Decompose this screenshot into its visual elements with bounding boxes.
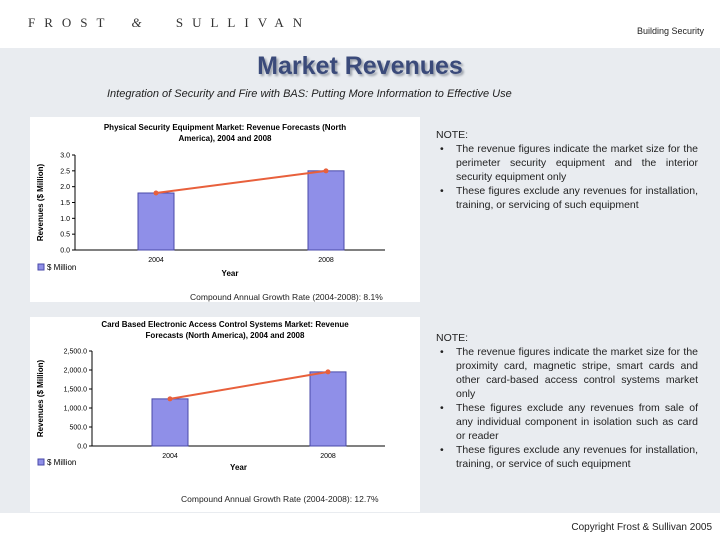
chart-panel-1: Physical Security Equipment Market: Reve… — [30, 117, 420, 302]
chart-panel-2: Card Based Electronic Access Control Sys… — [30, 317, 420, 512]
note-item: The revenue figures indicate the market … — [436, 142, 698, 184]
chart-title-line: America), 2004 and 2008 — [179, 134, 272, 143]
frost-sullivan-logo: FROST & SULLIVAN — [28, 15, 311, 31]
footer-bar — [0, 513, 720, 540]
section-label: Building Security — [636, 26, 704, 36]
y-tick-label: 500.0 — [69, 425, 87, 432]
trend-line — [155, 169, 327, 194]
y-axis-label: Revenues ($ Million) — [36, 359, 45, 437]
y-axis-label: Revenues ($ Million) — [36, 163, 45, 241]
note-block-2: NOTE: The revenue figures indicate the m… — [436, 331, 698, 471]
legend-swatch — [37, 458, 45, 466]
logo-ampersand: & — [131, 15, 142, 30]
chart-title-line: Physical Security Equipment Market: Reve… — [104, 123, 346, 132]
trend-point — [167, 396, 173, 402]
trend-point — [325, 369, 331, 375]
access-control-chart: Card Based Electronic Access Control Sys… — [36, 320, 385, 472]
x-tick-label: 2004 — [162, 453, 178, 460]
y-tick-label: 1,500.0 — [64, 387, 87, 394]
bar — [137, 192, 175, 251]
y-tick-label: 1.0 — [60, 216, 70, 223]
y-tick-label: 0.0 — [60, 248, 70, 255]
x-axis-label: Year — [222, 269, 239, 278]
cagr-label-1: Compound Annual Growth Rate (2004-2008):… — [190, 292, 383, 302]
legend-label: $ Million — [47, 458, 76, 467]
bar — [307, 170, 345, 251]
x-tick-label: 2008 — [320, 453, 336, 460]
bar — [309, 371, 347, 447]
chart-title-line: Forecasts (North America), 2004 and 2008 — [146, 331, 305, 340]
bar — [151, 398, 189, 447]
note-item: These figures exclude any revenues for i… — [436, 443, 698, 471]
chart-title-line: Card Based Electronic Access Control Sys… — [101, 320, 349, 329]
note-title-1: NOTE: — [436, 129, 469, 141]
legend-swatch — [37, 263, 45, 271]
y-tick-label: 3.0 — [60, 153, 70, 160]
y-tick-label: 2,500.0 — [64, 349, 87, 356]
note-item: These figures exclude any revenues from … — [436, 401, 698, 443]
note-block-1: NOTE: The revenue figures indicate the m… — [436, 128, 698, 212]
note-item: The revenue figures indicate the market … — [436, 345, 698, 401]
copyright-text: Copyright Frost & Sullivan 2005 — [571, 522, 712, 533]
page-title: Market Revenues — [257, 52, 463, 80]
y-tick-label: 1.5 — [60, 200, 70, 207]
y-tick-label: 2.0 — [60, 184, 70, 191]
logo-right-text: SULLIVAN — [175, 15, 312, 30]
trend-point — [153, 190, 159, 196]
trend-line — [169, 370, 329, 400]
page-subtitle: Integration of Security and Fire with BA… — [107, 88, 512, 100]
legend-label: $ Million — [47, 263, 76, 272]
y-tick-label: 0.5 — [60, 232, 70, 239]
y-tick-label: 2.5 — [60, 168, 70, 175]
note-title-2: NOTE: — [436, 332, 469, 344]
x-axis-label: Year — [230, 463, 247, 472]
y-tick-label: 2,000.0 — [64, 368, 87, 375]
logo-left-text: FROST — [28, 15, 114, 30]
cagr-label-2: Compound Annual Growth Rate (2004-2008):… — [181, 494, 379, 504]
y-tick-label: 0.0 — [77, 444, 87, 451]
x-tick-label: 2004 — [148, 257, 164, 264]
trend-point — [323, 168, 329, 174]
physical-security-chart: Physical Security Equipment Market: Reve… — [36, 123, 385, 278]
note-item: These figures exclude any revenues for i… — [436, 184, 698, 212]
header-bar: FROST & SULLIVAN Building Security — [0, 0, 720, 48]
x-tick-label: 2008 — [318, 257, 334, 264]
y-tick-label: 1,000.0 — [64, 406, 87, 413]
